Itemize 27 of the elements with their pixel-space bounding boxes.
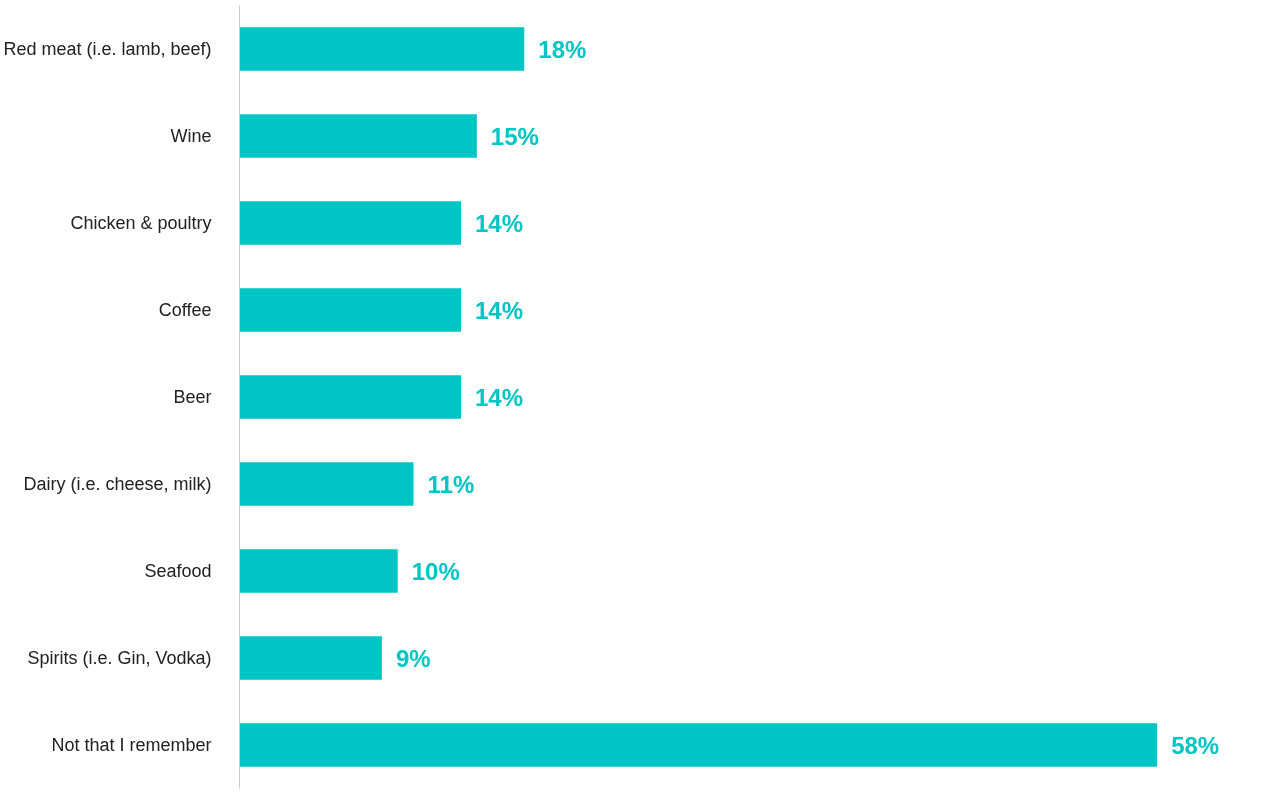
data-label: 18% <box>538 35 587 63</box>
bar <box>239 375 461 419</box>
bar <box>239 288 461 332</box>
y-tick-label: Coffee <box>158 300 212 320</box>
bar <box>239 201 461 245</box>
y-tick-label: Beer <box>173 387 212 407</box>
y-tick-label: Dairy (i.e. cheese, milk) <box>23 474 212 494</box>
data-label: 58% <box>1171 731 1220 759</box>
data-label: 14% <box>475 383 524 411</box>
bar <box>239 636 382 680</box>
data-label: 14% <box>475 209 524 237</box>
bar <box>239 549 398 593</box>
data-label: 10% <box>411 557 460 585</box>
data-label: 11% <box>427 470 475 498</box>
y-tick-label: Seafood <box>144 561 212 581</box>
bar <box>239 27 525 71</box>
data-label: 15% <box>490 122 539 150</box>
data-label: 9% <box>395 644 431 672</box>
bar <box>239 462 414 506</box>
y-tick-label: Not that I remember <box>51 735 212 755</box>
bar <box>239 114 477 158</box>
data-label: 14% <box>475 296 524 324</box>
y-tick-label: Wine <box>170 126 212 146</box>
bar <box>239 723 1158 767</box>
y-tick-label: Spirits (i.e. Gin, Vodka) <box>27 648 212 668</box>
y-tick-label: Red meat (i.e. lamb, beef) <box>3 39 212 59</box>
y-tick-label: Chicken & poultry <box>70 213 212 233</box>
